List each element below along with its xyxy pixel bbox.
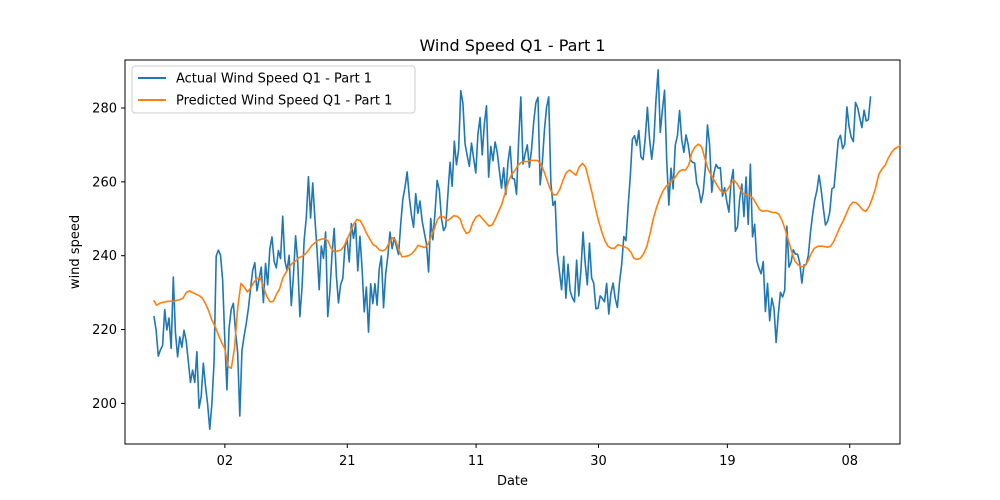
x-tick-label: 02 [217, 454, 234, 469]
x-tick-label: 08 [841, 454, 858, 469]
legend-label-predicted: Predicted Wind Speed Q1 - Part 1 [176, 94, 392, 109]
y-axis-label: wind speed [68, 215, 83, 289]
y-tick-label: 240 [92, 249, 117, 264]
series-layer [153, 69, 901, 431]
y-tick-label: 260 [92, 175, 117, 190]
x-tick-label: 11 [468, 454, 485, 469]
y-axis: 200 220 240 260 280 [92, 102, 125, 412]
legend-label-actual: Actual Wind Speed Q1 - Part 1 [176, 72, 372, 87]
plot-frame [124, 59, 901, 445]
y-tick-label: 220 [92, 323, 117, 338]
series-line-1 [153, 143, 901, 370]
x-tick-label: 21 [339, 454, 356, 469]
x-axis: 02 21 11 30 19 08 [217, 444, 858, 469]
chart-title: Wind Speed Q1 - Part 1 [419, 36, 605, 55]
x-axis-label: Date [497, 474, 528, 489]
y-tick-label: 200 [92, 397, 117, 412]
legend: Actual Wind Speed Q1 - Part 1 Predicted … [131, 65, 416, 114]
series-line-0 [153, 69, 872, 431]
x-tick-label: 19 [719, 454, 736, 469]
legend-box [131, 65, 416, 114]
y-tick-label: 280 [92, 102, 117, 117]
x-tick-label: 30 [590, 454, 607, 469]
plot-area [124, 59, 901, 445]
